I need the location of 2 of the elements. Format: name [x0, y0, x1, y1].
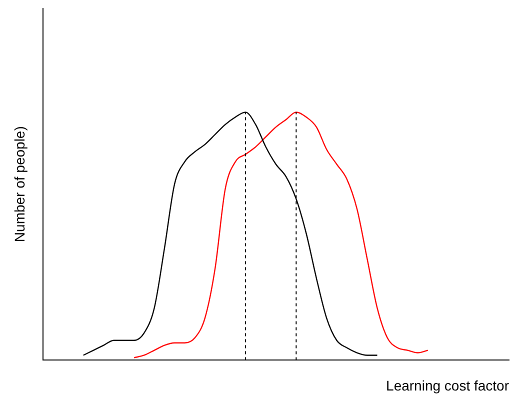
- x-axis-title: Learning cost factor: [386, 377, 510, 394]
- y-axis-title: Number of people): [11, 126, 28, 242]
